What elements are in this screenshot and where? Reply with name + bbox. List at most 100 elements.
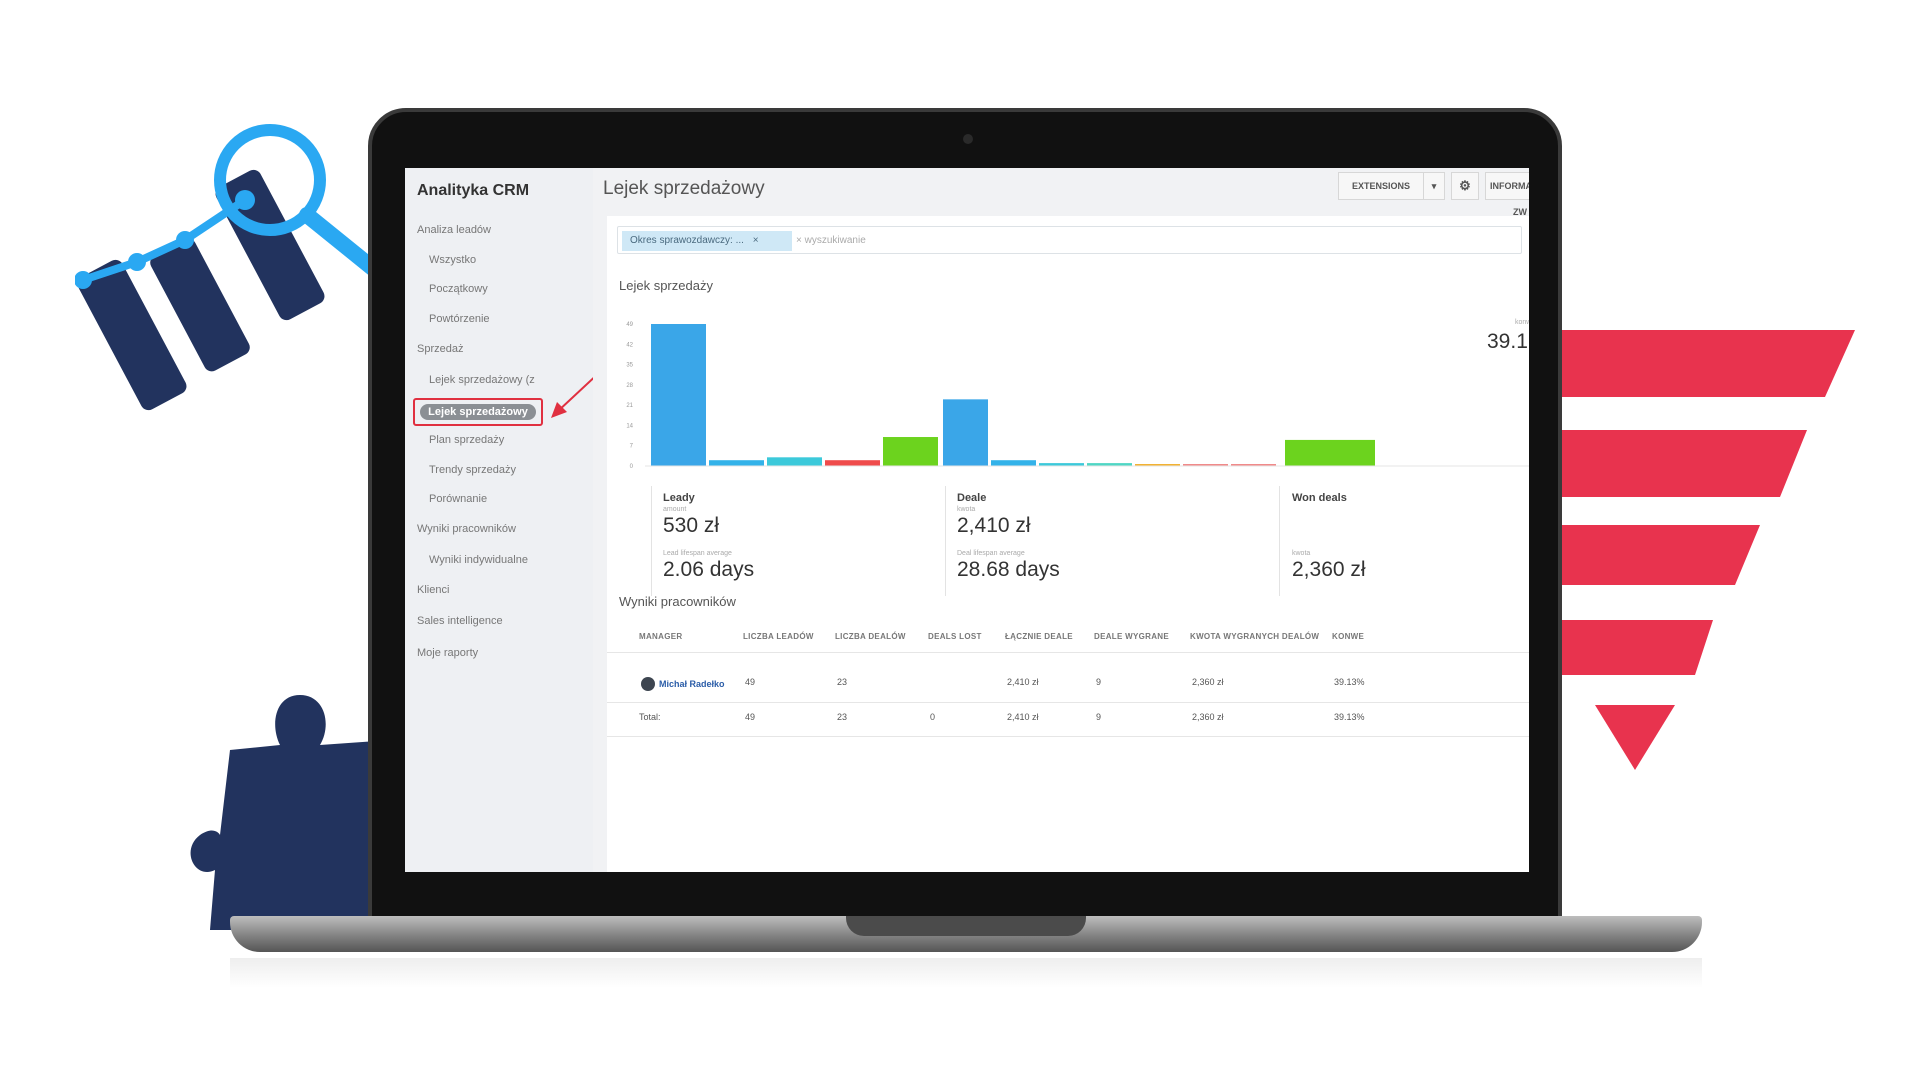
sidebar-item-powtorzenie[interactable]: Powtórzenie — [429, 313, 490, 325]
kpi-won-sub2: kwota — [1292, 550, 1311, 557]
sidebar-item-wyniki-pracownikow[interactable]: Wyniki pracowników — [417, 523, 516, 535]
filter-tag[interactable]: Okres sprawozdawczy: ... × — [622, 231, 792, 251]
chart-bar[interactable] — [1039, 463, 1084, 466]
col-liczba-dealow[interactable]: LICZBA DEALÓW — [835, 632, 906, 641]
sidebar-item-label: Lejek sprzedażowy — [420, 404, 536, 420]
chart-bar[interactable] — [1135, 464, 1180, 466]
table-cell: 23 — [837, 712, 848, 722]
table-cell: 39.13% — [1334, 712, 1365, 722]
funnel-chart: 49 42 35 28 21 14 7 0 — [626, 322, 1529, 470]
filter-tag-label: Okres sprawozdawczy: ... — [630, 235, 744, 246]
kpi-deale-label: Deale — [957, 492, 987, 504]
avatar — [641, 677, 655, 691]
sidebar-item-plan-sprzedazy[interactable]: Plan sprzedaży — [429, 434, 505, 446]
sidebar-item-sales-intelligence[interactable]: Sales intelligence — [417, 615, 503, 627]
kpi-deale-value2: 28.68 days — [957, 558, 1060, 581]
chart-bar[interactable] — [709, 460, 764, 466]
divider — [607, 702, 1529, 703]
kpi-won-label: Won deals — [1292, 492, 1347, 504]
chart-bar[interactable] — [883, 437, 938, 466]
chart-bar[interactable] — [1231, 464, 1276, 466]
sidebar-item-trendy-sprzedazy[interactable]: Trendy sprzedaży — [429, 464, 517, 476]
col-kwota-wygranych[interactable]: KWOTA WYGRANYCH DEALÓW — [1190, 632, 1320, 641]
kpi-leady-sub: amount — [663, 506, 687, 513]
y-tick-label: 0 — [630, 464, 634, 470]
chart-bar[interactable] — [943, 399, 988, 466]
chart-bar[interactable] — [991, 460, 1036, 466]
sidebar-item-klienci[interactable]: Klienci — [417, 584, 450, 596]
y-tick-label: 21 — [626, 403, 633, 409]
content-panel: Okres sprawozdawczy: ... × × wyszukiwani… — [607, 216, 1529, 872]
col-deale-wygrane[interactable]: DEALE WYGRANE — [1094, 632, 1170, 641]
chart-bar[interactable] — [1087, 463, 1132, 466]
kpi-leady-value2: 2.06 days — [663, 558, 755, 581]
filter-bar[interactable]: Okres sprawozdawczy: ... × × wyszukiwani… — [617, 226, 1522, 254]
table-cell: 0 — [930, 712, 936, 722]
table-cell: 2,360 zł — [1192, 677, 1224, 687]
sidebar-item-analiza-leadow[interactable]: Analiza leadów — [417, 224, 491, 236]
divider — [1279, 486, 1280, 596]
y-tick-label: 49 — [626, 322, 633, 328]
sidebar-item-sprzedaz[interactable]: Sprzedaż — [417, 343, 464, 355]
y-tick-label: 14 — [626, 423, 633, 429]
info-button[interactable]: INFORMACJA ZW — [1485, 172, 1529, 217]
kpi-won-value2: 2,360 zł — [1292, 558, 1366, 581]
sidebar: Analityka CRM Analiza leadów Wszystko Po… — [405, 168, 593, 872]
divider — [607, 736, 1529, 737]
divider — [945, 486, 946, 596]
col-liczba-leadow[interactable]: LICZBA LEADÓW — [743, 632, 814, 641]
laptop-notch — [846, 916, 1086, 936]
gear-icon: ⚙ — [1459, 178, 1471, 193]
funnel-section-title: Lejek sprzedaży — [619, 278, 713, 293]
main-area: Lejek sprzedażowy EXTENSIONS ▾ ⚙ INFORMA… — [593, 168, 1529, 872]
extensions-dropdown-button[interactable]: ▾ — [1423, 172, 1445, 200]
col-manager[interactable]: MANAGER — [639, 632, 683, 641]
close-icon[interactable]: × — [752, 235, 759, 246]
kpi-leady-sub2: Lead lifespan average — [663, 550, 732, 557]
screen: Analityka CRM Analiza leadów Wszystko Po… — [405, 168, 1529, 872]
sidebar-item-lejek-z[interactable]: Lejek sprzedażowy (z — [429, 374, 535, 386]
sidebar-item-wyniki-indywidualne[interactable]: Wyniki indywidualne — [429, 554, 528, 566]
table-cell: 49 — [745, 677, 756, 687]
search-input[interactable]: × wyszukiwanie — [796, 235, 866, 246]
manager-link[interactable]: Michał Radełko — [659, 679, 725, 689]
funnel-icon — [1555, 330, 1855, 770]
divider — [651, 486, 652, 596]
table-cell: 2,410 zł — [1007, 677, 1039, 687]
y-tick-label: 42 — [626, 342, 633, 348]
table-cell: 9 — [1096, 712, 1102, 722]
chart-bar[interactable] — [1183, 464, 1228, 466]
col-konwersja[interactable]: KONWE — [1332, 632, 1365, 641]
table-cell: 2,360 zł — [1192, 712, 1224, 722]
app-title: Analityka CRM — [417, 182, 530, 199]
settings-button[interactable]: ⚙ — [1451, 172, 1479, 200]
table-cell: 2,410 zł — [1007, 712, 1039, 722]
kpi-deale-value: 2,410 zł — [957, 514, 1031, 537]
table-cell: 39.13% — [1334, 677, 1365, 687]
extensions-button[interactable]: EXTENSIONS — [1338, 172, 1424, 200]
chart-bar[interactable] — [767, 457, 822, 466]
chart-bar[interactable] — [651, 324, 706, 466]
kpi-leady-value: 530 zł — [663, 514, 720, 537]
sidebar-item-porownanie[interactable]: Porównanie — [429, 493, 488, 505]
chevron-down-icon: ▾ — [1431, 181, 1437, 191]
table-cell: 23 — [837, 677, 848, 687]
total-label: Total: — [639, 712, 661, 722]
divider — [607, 652, 1529, 653]
col-deals-lost[interactable]: DEALS LOST — [928, 632, 982, 641]
y-tick-label: 7 — [630, 444, 634, 450]
puzzle-icon — [190, 695, 390, 930]
chart-bar[interactable] — [825, 460, 880, 466]
sidebar-item-poczatkowy[interactable]: Początkowy — [429, 283, 488, 295]
page-title: Lejek sprzedażowy — [603, 178, 765, 199]
sidebar-item-moje-raporty[interactable]: Moje raporty — [417, 647, 479, 659]
kpi-leady-label: Leady — [663, 492, 695, 504]
kpi-deale-sub: kwota — [957, 506, 976, 513]
conversion-value: 39.1 — [1487, 330, 1528, 353]
chart-bar[interactable] — [1285, 439, 1375, 466]
kpi-deale-sub2: Deal lifespan average — [957, 550, 1025, 557]
sidebar-item-wszystko[interactable]: Wszystko — [429, 254, 477, 266]
table-cell: 49 — [745, 712, 756, 722]
col-lacznie-deale[interactable]: ŁĄCZNIE DEALE — [1005, 632, 1073, 641]
sidebar-item-lejek-sprzedazowy[interactable]: Lejek sprzedażowy — [413, 398, 543, 426]
